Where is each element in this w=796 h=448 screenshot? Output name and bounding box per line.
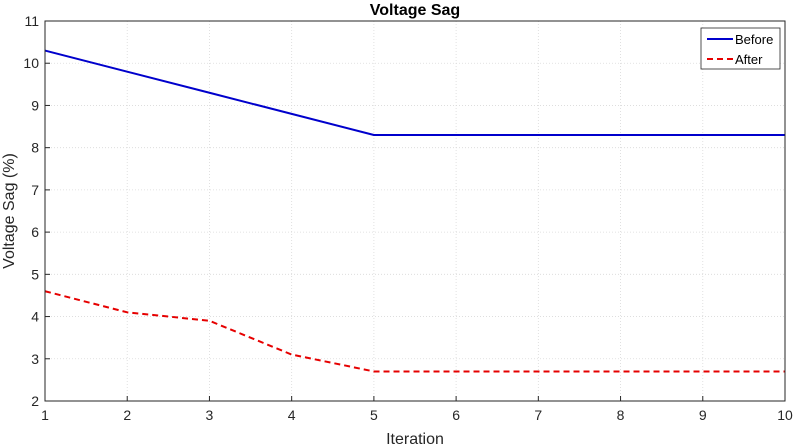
plot-area: [45, 21, 785, 401]
legend-box: [700, 27, 781, 70]
chart-title: Voltage Sag: [370, 2, 460, 19]
legend: Before After: [700, 27, 781, 70]
x-tick-label: 3: [206, 407, 214, 423]
x-tick-label: 8: [617, 407, 625, 423]
x-tick-label: 10: [777, 407, 793, 423]
x-tick-label: 5: [370, 407, 378, 423]
y-tick-label: 5: [31, 266, 39, 282]
y-tick-label: 4: [31, 309, 39, 325]
y-tick-label: 8: [31, 140, 39, 156]
y-tick-label: 2: [31, 393, 39, 409]
y-tick-label: 6: [31, 224, 39, 240]
x-tick-label: 7: [534, 407, 542, 423]
x-tick-label: 1: [41, 407, 49, 423]
series-line-before: [44, 49, 785, 136]
x-axis-title: Iteration: [386, 431, 444, 448]
series-line-after: [44, 290, 785, 373]
x-tick-label: 2: [123, 407, 131, 423]
y-tick-label: 9: [31, 97, 39, 113]
x-tick-label: 6: [452, 407, 460, 423]
legend-label-before: Before: [735, 32, 773, 47]
x-tick-label: 9: [699, 407, 707, 423]
y-tick-label: 10: [23, 55, 39, 71]
series-lines: [44, 49, 785, 373]
y-axis-title: Voltage Sag (%): [1, 153, 18, 269]
y-tick-label: 7: [31, 182, 39, 198]
y-tick-label: 11: [24, 13, 39, 29]
plot-frame: [44, 20, 786, 402]
legend-label-after: After: [735, 52, 763, 67]
y-tick-label: 3: [31, 351, 39, 367]
x-tick-label: 4: [288, 407, 296, 423]
